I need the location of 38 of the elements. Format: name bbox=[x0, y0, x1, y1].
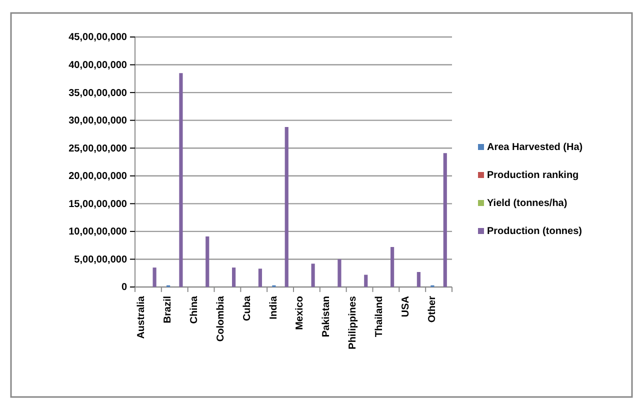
bar bbox=[364, 274, 368, 287]
bar bbox=[311, 264, 315, 287]
bar bbox=[152, 268, 156, 287]
bar bbox=[179, 73, 183, 287]
x-tick-label: Philippines bbox=[348, 296, 359, 350]
y-tick-label: 0 bbox=[121, 282, 128, 294]
y-tick-label: 15,00,00,000 bbox=[68, 198, 128, 210]
x-tick-label: Other bbox=[426, 296, 438, 323]
bar bbox=[258, 268, 262, 287]
legend-label: Production (tonnes) bbox=[487, 226, 582, 237]
x-tick-label: Mexico bbox=[294, 296, 306, 330]
x-tick-label: Colombia bbox=[215, 296, 226, 342]
bar bbox=[206, 236, 210, 287]
y-tick-label: 5,00,00,000 bbox=[74, 254, 128, 266]
bar bbox=[443, 153, 447, 287]
bar bbox=[232, 268, 236, 287]
bar bbox=[390, 247, 394, 287]
y-tick-label: 10,00,00,000 bbox=[68, 226, 128, 238]
x-tick-label: Australia bbox=[136, 296, 148, 339]
x-tick-label: Brazil bbox=[162, 296, 174, 324]
legend-label: Production ranking bbox=[487, 170, 579, 181]
y-tick-label: 30,00,00,000 bbox=[68, 116, 128, 127]
legend-label: Yield (tonnes/ha) bbox=[487, 198, 568, 209]
y-tick-label: 25,00,00,000 bbox=[68, 143, 128, 154]
x-tick-label: Pakistan bbox=[321, 296, 332, 338]
bar bbox=[416, 272, 421, 287]
x-tick-label: Thailand bbox=[374, 296, 385, 338]
x-tick-label: Cuba bbox=[242, 296, 253, 321]
x-tick-label: India bbox=[268, 296, 280, 320]
bar bbox=[338, 259, 342, 287]
x-tick-label: China bbox=[189, 296, 200, 324]
y-tick-label: 45,00,00,000 bbox=[68, 32, 128, 44]
bar bbox=[284, 127, 288, 287]
legend-label: Area Harvested (Ha) bbox=[487, 142, 583, 153]
y-tick-label: 40,00,00,000 bbox=[68, 60, 128, 71]
y-tick-label: 20,00,00,000 bbox=[68, 171, 128, 182]
y-tick-label: 35,00,00,000 bbox=[68, 88, 128, 99]
x-tick-label: USA bbox=[400, 296, 412, 318]
